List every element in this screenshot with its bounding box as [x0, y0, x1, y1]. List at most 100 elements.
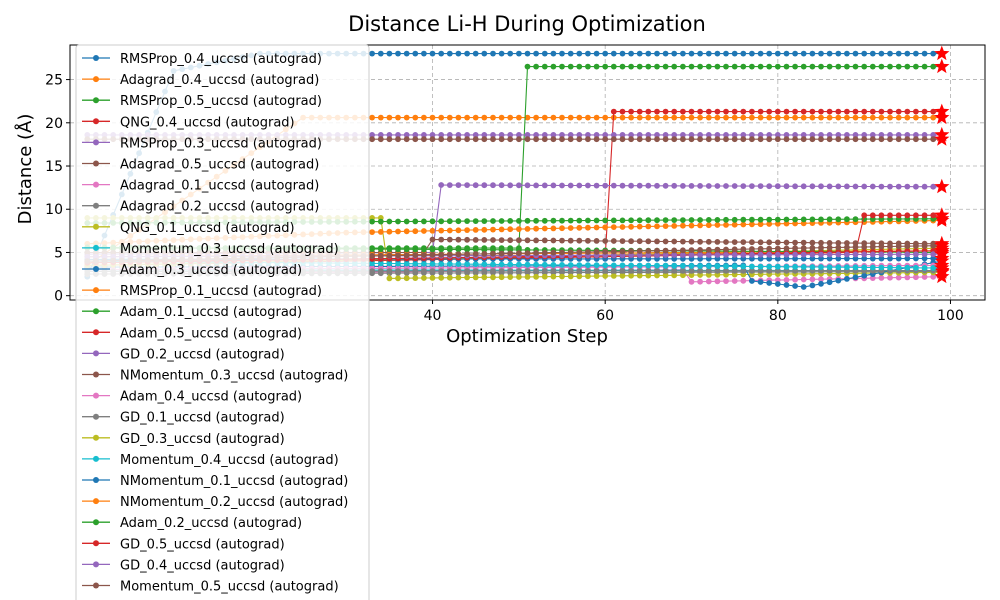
- data-point: [472, 227, 479, 233]
- data-point: [697, 217, 703, 223]
- data-point: [766, 263, 773, 270]
- data-point: [386, 268, 393, 275]
- data-point: [524, 50, 531, 57]
- data-point: [386, 228, 393, 235]
- data-point: [835, 216, 842, 223]
- data-point: [567, 237, 574, 244]
- data-point: [792, 50, 798, 57]
- data-point: [878, 50, 885, 57]
- data-point: [464, 218, 470, 225]
- data-point: [921, 132, 928, 138]
- data-point: [783, 63, 790, 70]
- legend-item: Adagrad_0.4_uccsd (autograd): [82, 73, 319, 88]
- data-point: [697, 136, 703, 143]
- data-point: [507, 250, 514, 257]
- data-point: [826, 216, 833, 223]
- data-point: [671, 238, 678, 245]
- data-point: [429, 132, 436, 138]
- data-point: [602, 217, 609, 224]
- data-point: [783, 216, 790, 223]
- legend-item: Adam_0.4_uccsd (autograd): [82, 390, 302, 405]
- legend-marker: [93, 582, 99, 589]
- data-point: [844, 136, 850, 143]
- data-point: [697, 268, 703, 274]
- data-point: [723, 136, 729, 143]
- data-point: [455, 251, 462, 258]
- data-point: [809, 108, 816, 115]
- data-point: [662, 268, 669, 274]
- data-point: [680, 63, 686, 70]
- data-point: [395, 218, 401, 225]
- data-point: [421, 260, 427, 267]
- data-point: [429, 251, 436, 258]
- data-point: [757, 216, 764, 223]
- data-point: [421, 218, 427, 225]
- data-point: [826, 136, 833, 143]
- data-point: [921, 212, 928, 219]
- data-point: [550, 182, 557, 189]
- data-point: [662, 223, 669, 230]
- data-point: [636, 108, 643, 115]
- data-point: [774, 114, 781, 121]
- data-point: [697, 114, 703, 121]
- data-point: [446, 261, 453, 267]
- data-point: [913, 255, 919, 262]
- data-point: [697, 132, 703, 138]
- legend-marker: [93, 540, 99, 547]
- data-point: [550, 262, 557, 268]
- data-point: [852, 108, 859, 115]
- data-point: [861, 183, 868, 190]
- data-point: [438, 136, 445, 143]
- data-point: [429, 261, 436, 267]
- legend-label: Momentum_0.4_uccsd (autograd): [120, 453, 339, 468]
- x-tick-label: 80: [769, 308, 787, 324]
- data-point: [481, 50, 488, 57]
- data-point: [446, 136, 453, 143]
- data-point: [421, 246, 427, 253]
- data-point: [654, 268, 660, 274]
- data-point: [904, 255, 911, 262]
- data-point: [852, 63, 859, 70]
- data-point: [412, 218, 419, 225]
- data-point: [852, 240, 859, 247]
- data-point: [887, 243, 893, 250]
- data-point: [930, 63, 937, 70]
- data-point: [878, 251, 885, 258]
- data-point: [887, 183, 893, 190]
- data-point: [464, 236, 470, 243]
- data-point: [524, 136, 531, 143]
- data-point: [645, 252, 652, 258]
- data-point: [541, 261, 548, 268]
- data-point: [818, 136, 824, 143]
- data-point: [567, 114, 574, 121]
- data-point: [395, 136, 401, 143]
- data-point: [559, 268, 565, 274]
- data-point: [740, 263, 747, 270]
- data-point: [602, 248, 609, 255]
- legend-label: RMSProp_0.4_uccsd (autograd): [120, 52, 322, 67]
- data-point: [757, 239, 764, 246]
- data-point: [654, 223, 660, 230]
- data-point: [412, 268, 419, 274]
- data-point: [438, 182, 445, 188]
- data-point: [490, 114, 496, 121]
- legend-item: Adagrad_0.5_uccsd (autograd): [82, 158, 319, 173]
- data-point: [602, 224, 609, 231]
- data-point: [386, 114, 393, 121]
- data-point: [654, 262, 660, 269]
- data-point: [490, 246, 496, 253]
- data-point: [636, 268, 643, 274]
- data-point: [869, 63, 876, 70]
- y-tick-label: 10: [45, 202, 63, 218]
- legend-label: Adam_0.2_uccsd (autograd): [120, 516, 302, 531]
- data-point: [705, 183, 712, 189]
- data-point: [628, 50, 634, 57]
- data-point: [844, 108, 850, 115]
- data-point: [869, 275, 876, 281]
- data-point: [662, 114, 669, 121]
- data-point: [421, 268, 427, 274]
- data-point: [826, 279, 833, 286]
- data-point: [766, 280, 773, 286]
- data-point: [921, 63, 928, 70]
- data-point: [464, 182, 470, 189]
